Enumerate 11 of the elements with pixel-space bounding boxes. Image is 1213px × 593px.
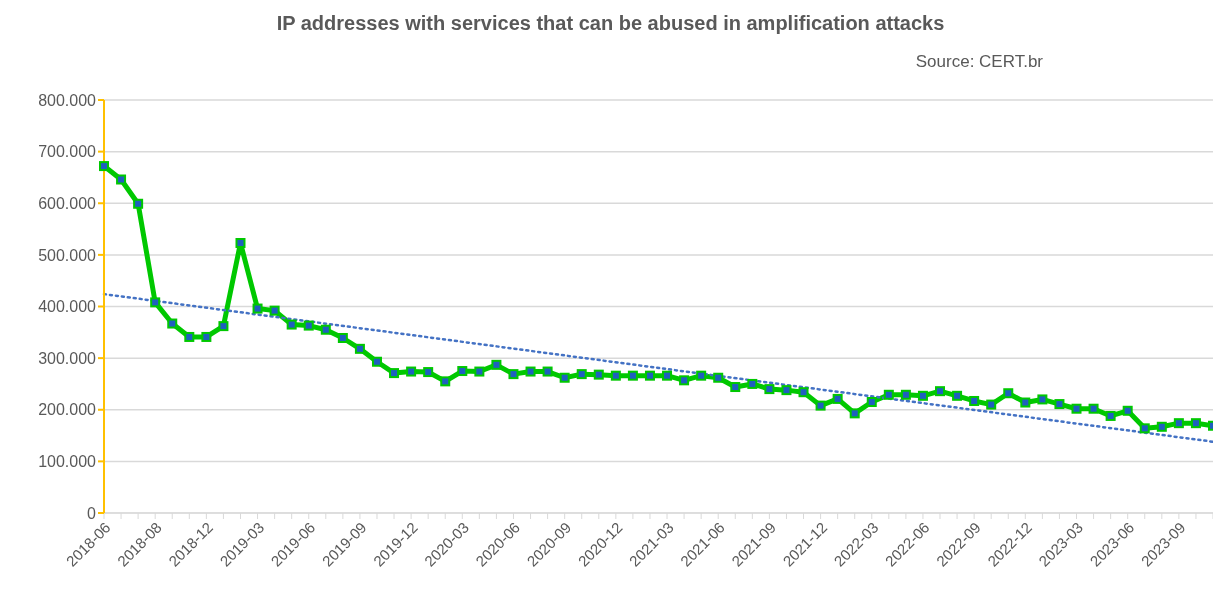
y-tick-label: 500.000 (38, 246, 97, 264)
y-tick-label: 700.000 (38, 143, 97, 161)
y-tick-label: 300.000 (38, 349, 97, 367)
y-tick-label: 800.000 (38, 91, 97, 109)
source-note: Source: CERT.br (915, 52, 1043, 72)
y-tick-label: 400.000 (38, 298, 97, 316)
y-tick-label: 600.000 (38, 194, 97, 212)
y-tick-label: 0 (87, 504, 97, 522)
chart-title: IP addresses with services that can be abused in amplification attacks (275, 12, 946, 35)
y-tick-label: 100.000 (38, 453, 97, 471)
y-tick-label: 200.000 (38, 401, 97, 419)
